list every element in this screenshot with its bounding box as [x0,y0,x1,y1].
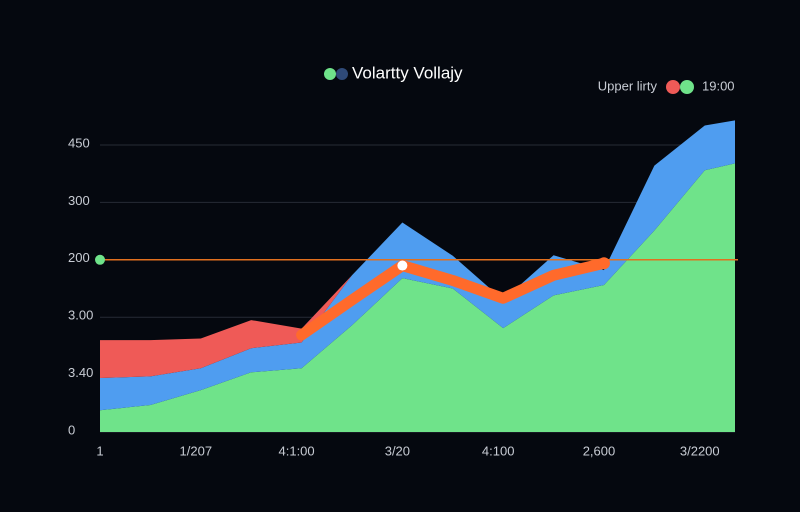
legend-dot [666,80,680,94]
line-dot [597,257,610,270]
y-tick-label: 0 [68,422,75,437]
x-tick-label: 4:100 [482,443,515,458]
chart-title: Volartty Vollajy [352,63,463,82]
legend-dot [680,80,694,94]
area [100,163,735,433]
line [296,257,610,341]
legend-label: Upper lirty [598,78,658,93]
title-dot [336,68,348,80]
x-tick-label: 2,600 [583,443,616,458]
y-tick-label: 300 [68,193,90,208]
x-tick-label: 4:1:00 [279,443,315,458]
legend-label: 19:00 [702,78,735,93]
y-tick-label: 3.00 [68,308,93,323]
x-tick-label: 3/2200 [680,443,720,458]
area [100,120,735,379]
y-tick-label: 200 [68,250,90,265]
x-tick-label: 3/20 [385,443,410,458]
line-dot [397,260,408,271]
y-tick-label: 3.40 [68,365,93,380]
reference-dot [95,254,105,265]
title-dot [324,68,336,80]
x-tick-label: 1/207 [180,443,213,458]
y-tick-label: 450 [68,135,90,150]
x-tick-label: 1 [96,443,103,458]
